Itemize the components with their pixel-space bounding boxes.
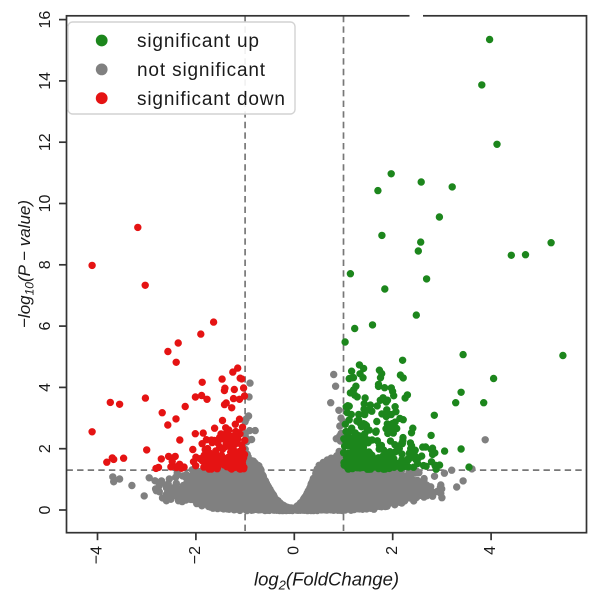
svg-text:log2(FoldChange): log2(FoldChange) <box>254 569 399 593</box>
svg-text:0: 0 <box>37 505 54 514</box>
svg-text:8: 8 <box>37 260 54 269</box>
svg-text:0: 0 <box>285 546 302 555</box>
svg-text:significant up: significant up <box>137 31 260 52</box>
svg-text:significant down: significant down <box>137 89 286 110</box>
svg-text:4: 4 <box>482 546 499 555</box>
svg-text:2: 2 <box>384 546 401 555</box>
svg-text:−log10(P − value): −log10(P − value) <box>15 200 37 328</box>
svg-text:16: 16 <box>37 11 54 29</box>
svg-text:10: 10 <box>37 195 54 213</box>
svg-text:14: 14 <box>37 72 54 90</box>
svg-text:−4: −4 <box>89 546 106 564</box>
svg-text:12: 12 <box>37 133 54 151</box>
svg-text:6: 6 <box>37 322 54 331</box>
svg-text:−2: −2 <box>187 546 204 564</box>
svg-text:not significant: not significant <box>137 60 266 81</box>
svg-text:4: 4 <box>37 383 54 392</box>
svg-text:2: 2 <box>37 444 54 453</box>
